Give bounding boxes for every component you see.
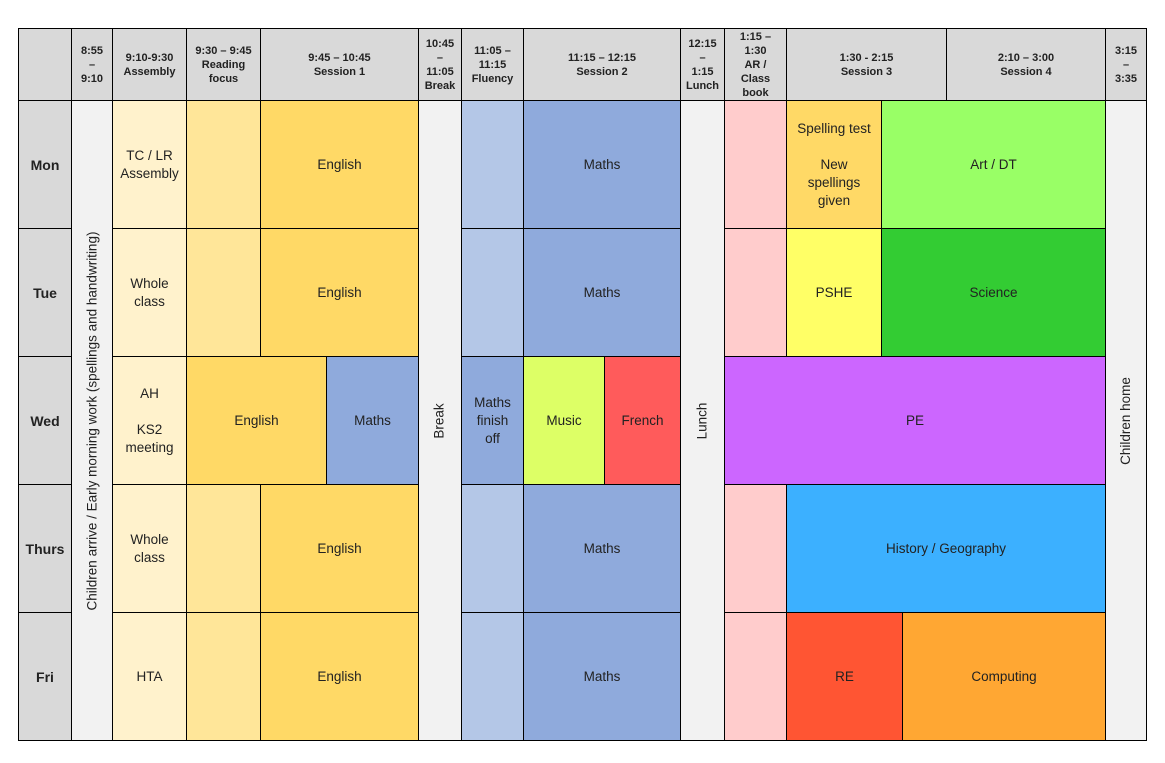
tue-fluency-cell [461,228,524,357]
thu-fluency-cell [461,484,524,613]
mon-assembly-cell: TC / LR Assembly [112,100,187,229]
mon-fluency-cell [461,100,524,229]
tue-reading-cell [186,228,261,357]
fri-reading-cell [186,612,261,741]
header-assembly: 9:10-9:30 Assembly [112,28,187,101]
lunch-column: Lunch [680,100,725,741]
tue-session2-cell: Maths [523,228,681,357]
fri-session1-cell: English [260,612,419,741]
header-break: 10:45 – 11:05 Break [418,28,462,101]
wed-music-cell: Music [523,356,605,485]
day-label-tue: Tue [18,228,72,357]
thu-reading-cell [186,484,261,613]
mon-ar-cell [724,100,787,229]
header-session-4: 2:10 – 3:00 Session 4 [946,28,1106,101]
thu-afternoon-cell: History / Geography [786,484,1106,613]
fri-session3-cell: RE [786,612,903,741]
fri-session4-cell: Computing [902,612,1106,741]
header-session-1: 9:45 – 10:45 Session 1 [260,28,419,101]
thu-ar-cell [724,484,787,613]
wed-maths-cell: Maths [326,356,419,485]
day-label-thurs: Thurs [18,484,72,613]
early-morning-work-column: Children arrive / Early morning work (sp… [71,100,113,741]
wed-maths-finish-cell: Maths finish off [461,356,524,485]
tue-assembly-cell: Whole class [112,228,187,357]
break-column: Break [418,100,462,741]
fri-ar-cell [724,612,787,741]
mon-session4-cell: Art / DT [881,100,1106,229]
children-home-label: Children home [1118,376,1134,465]
header-session-2: 11:15 – 12:15 Session 2 [523,28,681,101]
day-label-mon: Mon [18,100,72,229]
header-ar-class-book: 1:15 – 1:30 AR / Class book [724,28,787,101]
wed-assembly-cell: AH KS2 meeting [112,356,187,485]
wed-english-cell: English [186,356,327,485]
mon-session1-cell: English [260,100,419,229]
wed-french-cell: French [604,356,681,485]
timetable-grid: 8:55 – 9:10 9:10-9:30 Assembly 9:30 – 9:… [18,28,1147,741]
tue-ar-cell [724,228,787,357]
thu-assembly-cell: Whole class [112,484,187,613]
day-label-wed: Wed [18,356,72,485]
header-reading-focus: 9:30 – 9:45 Reading focus [186,28,261,101]
fri-session2-cell: Maths [523,612,681,741]
break-label: Break [432,402,447,439]
header-lunch: 12:15 – 1:15 Lunch [680,28,725,101]
mon-reading-cell [186,100,261,229]
tue-session4-cell: Science [881,228,1106,357]
day-label-fri: Fri [18,612,72,741]
mon-session3-cell: Spelling test New spellings given [786,100,882,229]
wed-pe-cell: PE [724,356,1106,485]
mon-session2-cell: Maths [523,100,681,229]
header-fluency: 11:05 – 11:15 Fluency [461,28,524,101]
header-time-855: 8:55 – 9:10 [71,28,113,101]
header-time-315: 3:15 – 3:35 [1105,28,1147,101]
children-home-column: Children home [1105,100,1147,741]
fri-assembly-cell: HTA [112,612,187,741]
thu-session2-cell: Maths [523,484,681,613]
tue-session1-cell: English [260,228,419,357]
fri-fluency-cell [461,612,524,741]
thu-session1-cell: English [260,484,419,613]
early-morning-work-label: Children arrive / Early morning work (sp… [84,231,100,610]
lunch-label: Lunch [694,402,710,439]
tue-session3-cell: PSHE [786,228,882,357]
header-corner [18,28,72,101]
header-session-3: 1:30 - 2:15 Session 3 [786,28,947,101]
